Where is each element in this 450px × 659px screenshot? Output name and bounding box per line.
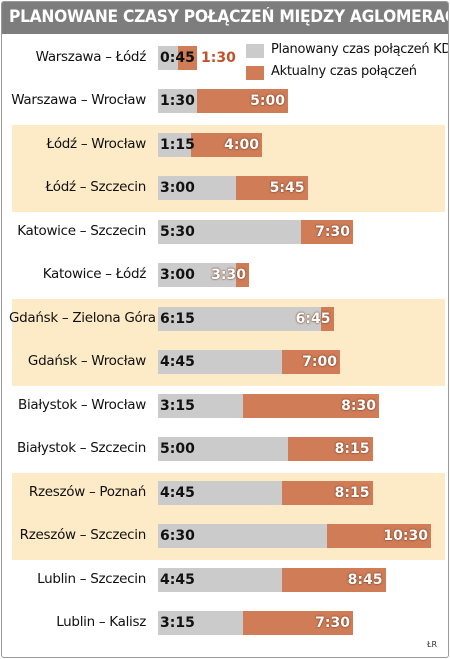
bar-planned [158,567,282,592]
value-label-actual: 4:00 [224,136,259,153]
bar-planned [158,611,243,636]
bar-planned [158,437,288,462]
value-label-actual: 8:30 [341,397,376,414]
category-label: Gdańsk – Zielona Góra [9,309,156,326]
bar-planned [158,524,327,549]
value-label-actual: 8:45 [347,571,383,588]
value-label-planned: 1:15 [160,136,195,153]
value-label-planned: 3:15 [160,397,195,414]
value-label-actual: 10:30 [383,528,428,545]
bar-planned [158,393,243,418]
category-label: Lublin – Szczecin [37,570,146,587]
value-label-actual: 7:30 [315,615,350,632]
value-label-planned: 4:45 [160,571,195,588]
bar-planned [158,306,321,331]
bar-planned [158,176,236,201]
value-label-planned: 3:00 [160,180,195,197]
bar-planned [158,45,178,70]
category-label: Rzeszów – Szczecin [19,527,147,544]
value-label-planned: 4:45 [160,484,195,501]
legend-swatch-actual [246,66,264,80]
bar-planned [158,132,191,157]
value-label-actual: 8:15 [334,484,370,501]
chart-title: PLANOWANE CZASY POŁĄCZEŃ MIĘDZY AGLOMERA… [9,7,449,26]
credit-label: ŁR [427,640,438,649]
category-label: Katowice – Szczecin [17,222,146,239]
value-label-actual: 7:00 [302,354,337,371]
value-label-planned: 5:30 [160,223,195,240]
category-label: Warszawa – Łódź [35,48,147,65]
value-label-planned: 4:45 [160,354,195,371]
value-label-planned: 5:00 [160,441,195,458]
category-label: Warszawa – Wrocław [11,92,146,109]
legend-swatch-planned [246,44,264,58]
value-label-planned: 6:15 [160,310,195,327]
title-bar: PLANOWANE CZASY POŁĄCZEŃ MIĘDZY AGLOMERA… [2,2,448,34]
category-label: Łódź – Wrocław [46,135,147,152]
value-label-planned: 1:30 [160,93,195,110]
value-label-actual: 5:00 [250,93,285,110]
category-label: Łódź – Szczecin [45,179,146,196]
value-label-actual: 1:30 [201,49,236,66]
category-label: Białystok – Szczecin [16,440,146,457]
category-label: Gdańsk – Wrocław [27,353,146,370]
category-label: Katowice – Łódź [42,266,147,283]
category-label: Rzeszów – Poznań [28,483,146,500]
value-label-actual: 5:45 [269,180,305,197]
category-label: Białystok – Wrocław [18,396,146,413]
bar-planned [158,263,236,288]
bar-planned [158,480,282,505]
value-label-planned: 6:30 [160,528,195,545]
value-label-actual: 3:30 [211,267,246,284]
value-label-planned: 3:00 [160,267,195,284]
bar-planned [158,350,282,375]
legend-label-planned: Planowany czas połączeń KDP [271,42,449,57]
category-label: Lublin – Kalisz [56,614,146,631]
value-label-planned: 0:45 [160,49,195,66]
value-label-actual: 6:45 [295,310,331,327]
legend-label-actual: Aktualny czas połączeń [271,64,417,79]
value-label-planned: 3:15 [160,615,195,632]
bar-planned [158,219,301,244]
value-label-actual: 8:15 [334,441,370,458]
value-label-actual: 7:30 [315,223,350,240]
bar-planned [158,89,197,114]
